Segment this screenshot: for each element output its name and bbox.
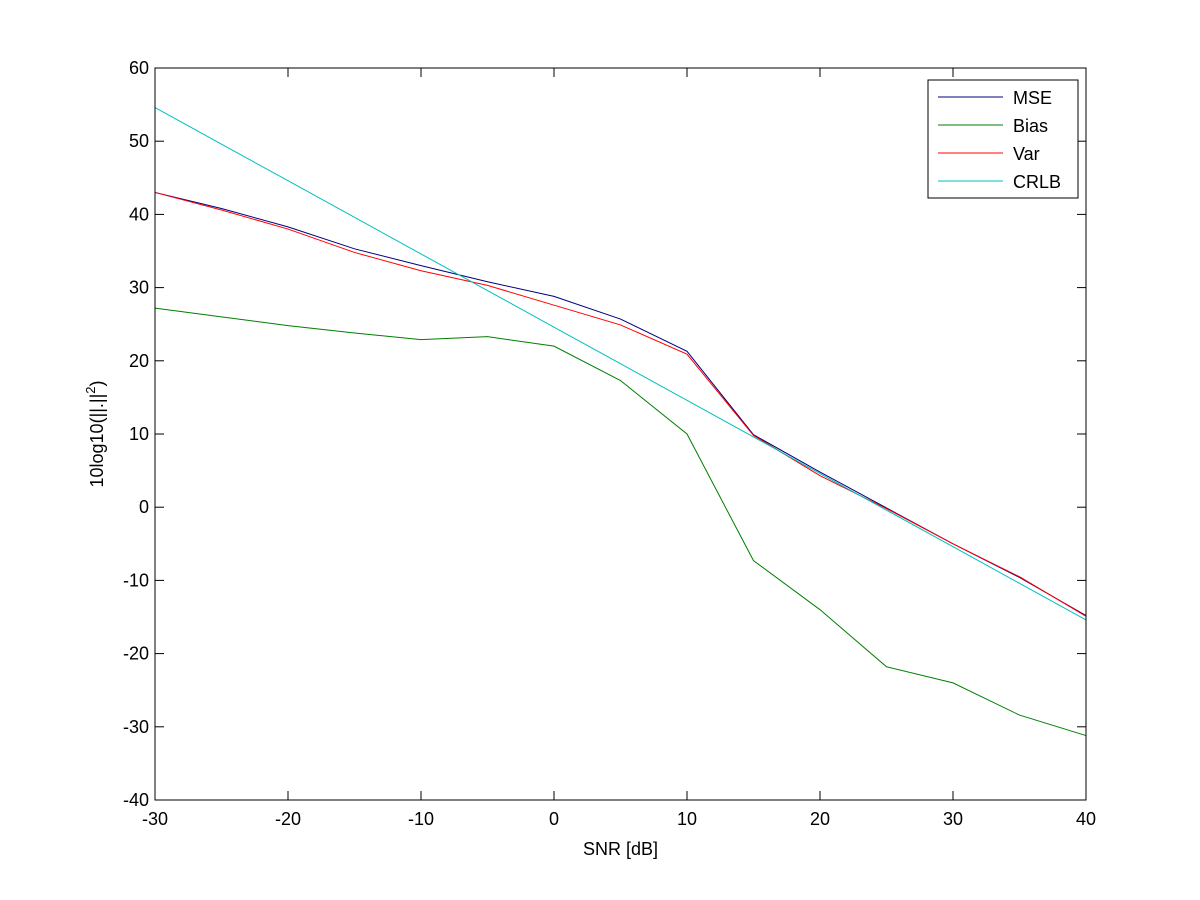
x-axis-label: SNR [dB] [583, 839, 658, 859]
legend-label-crlb: CRLB [1013, 172, 1061, 192]
x-tick-label: -30 [142, 809, 168, 829]
y-tick-label: -40 [123, 790, 149, 810]
x-tick-label: 0 [549, 809, 559, 829]
y-tick-label: 50 [129, 131, 149, 151]
legend-label-var: Var [1013, 144, 1040, 164]
y-tick-label: -20 [123, 644, 149, 664]
legend-label-bias: Bias [1013, 116, 1048, 136]
x-tick-label: -10 [408, 809, 434, 829]
y-tick-label: 20 [129, 351, 149, 371]
series-line-var [154, 191, 1087, 617]
y-axis-label-base: 10log10(||.|| [87, 394, 107, 488]
series-line-bias [154, 307, 1087, 737]
y-axis-label-tail: ) [87, 381, 107, 387]
y-tick-label: 10 [129, 424, 149, 444]
y-tick-label: 40 [129, 204, 149, 224]
y-tick-label: 60 [129, 58, 149, 78]
y-axis-label-superscript: 2 [83, 387, 98, 394]
series-layer [154, 107, 1087, 737]
series-line-crlb [154, 107, 1087, 621]
y-tick-label: 30 [129, 278, 149, 298]
y-tick-label: -10 [123, 570, 149, 590]
ticks-layer: -30 -20 -10 0 10 20 30 40 60 50 40 30 20 10 0 -10 -20 -30… [123, 58, 1096, 829]
x-tick-label: 30 [943, 809, 963, 829]
legend-box [927, 79, 1079, 199]
x-tick-label: 20 [810, 809, 830, 829]
y-axis-label: 10log10(||.||2) [83, 381, 107, 488]
y-tick-label: 0 [139, 497, 149, 517]
legend: MSE Bias Var CRLB [927, 79, 1079, 199]
x-tick-label: 10 [677, 809, 697, 829]
legend-label-mse: MSE [1013, 88, 1052, 108]
x-tick-label: 40 [1076, 809, 1096, 829]
y-tick-label: -30 [123, 717, 149, 737]
x-tick-label: -20 [275, 809, 301, 829]
